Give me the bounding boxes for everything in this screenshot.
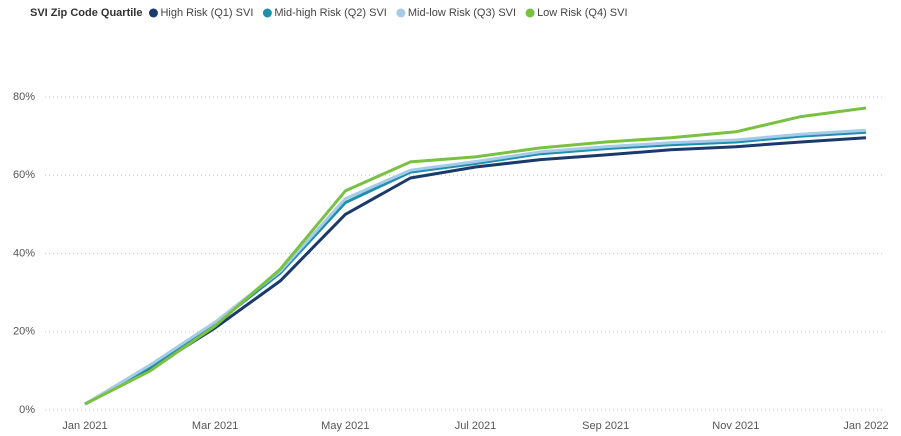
x-tick-label: Jul 2021 <box>455 420 497 432</box>
legend-marker <box>396 8 406 18</box>
legend-marker <box>262 8 272 18</box>
y-tick-label: 0% <box>19 404 35 416</box>
series-line <box>84 136 867 406</box>
legend-label: Low Risk (Q4) SVI <box>537 7 627 19</box>
x-tick-label: Nov 2021 <box>712 420 759 432</box>
series-line <box>84 130 867 406</box>
y-tick-label: 20% <box>13 326 35 338</box>
x-tick-label: May 2021 <box>321 420 369 432</box>
x-tick-label: Sep 2021 <box>582 420 629 432</box>
legend-marker <box>148 8 158 18</box>
legend-marker <box>525 8 535 18</box>
legend-title: SVI Zip Code Quartile <box>30 7 142 19</box>
y-tick-label: 60% <box>13 169 35 181</box>
x-tick-label: Jan 2021 <box>62 420 107 432</box>
x-tick-label: Jan 2022 <box>843 420 888 432</box>
series-line <box>84 106 867 406</box>
series-line <box>84 128 867 406</box>
legend-label: Mid-low Risk (Q3) SVI <box>408 7 516 19</box>
legend-label: Mid-high Risk (Q2) SVI <box>274 7 386 19</box>
y-tick-label: 80% <box>13 91 35 103</box>
legend-label: High Risk (Q1) SVI <box>160 7 253 19</box>
y-tick-label: 40% <box>13 247 35 259</box>
x-tick-label: Mar 2021 <box>192 420 238 432</box>
